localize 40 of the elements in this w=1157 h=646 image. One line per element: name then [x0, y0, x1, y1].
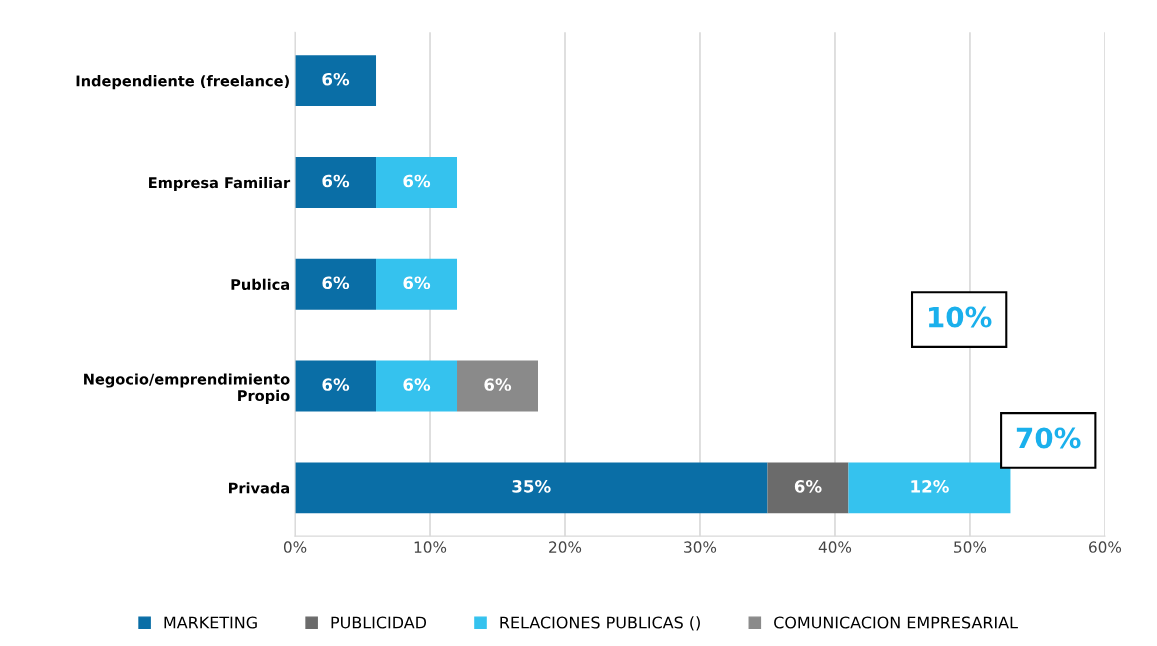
x-tick-label: 40% — [818, 541, 852, 553]
legend-label: COMUNICACION EMPRESARIAL — [774, 616, 1018, 629]
data-label: 6% — [403, 174, 431, 188]
bar — [295, 360, 377, 412]
legend-label: RELACIONES PUBLICAS () — [500, 616, 700, 631]
data-label: 6% — [322, 378, 350, 391]
data-label: 6% — [322, 72, 350, 86]
annotation: 70% — [1016, 427, 1081, 449]
x-tick-label: 10% — [414, 541, 447, 553]
data-label: 6% — [322, 276, 350, 290]
x-tick-label: 20% — [549, 541, 582, 553]
x-tick-label: 0% — [283, 541, 307, 553]
bar — [295, 258, 377, 310]
bar — [376, 157, 458, 208]
data-label: 6% — [403, 378, 431, 391]
x-tick-label: 30% — [684, 541, 717, 553]
y-tick-label: Publica — [231, 278, 290, 290]
bar — [767, 462, 849, 514]
bar — [376, 360, 458, 412]
y-tick-label: Privada — [229, 482, 290, 494]
legend-label: MARKETING — [164, 616, 257, 629]
bar — [295, 462, 768, 514]
x-tick-label: 60% — [1089, 541, 1122, 553]
data-label: 6% — [794, 480, 822, 493]
data-label: 6% — [403, 276, 431, 290]
bar — [376, 258, 458, 310]
legend-label: PUBLICIDAD — [331, 616, 427, 629]
x-tick-label: 50% — [954, 541, 987, 553]
annotation: 10% — [929, 306, 992, 328]
bar — [457, 360, 539, 412]
data-label: 35% — [512, 480, 551, 493]
y-tick-label: Negocio/emprendimiento Propio — [84, 373, 290, 404]
bar — [295, 55, 377, 107]
data-label: 6% — [322, 174, 350, 188]
y-tick-label: Empresa Familiar — [149, 176, 291, 192]
y-tick-label: Independiente (freelance) — [76, 75, 289, 90]
data-label: 6% — [484, 378, 512, 391]
bar — [848, 462, 1011, 514]
bar — [295, 157, 377, 208]
data-label: 12% — [911, 480, 949, 493]
